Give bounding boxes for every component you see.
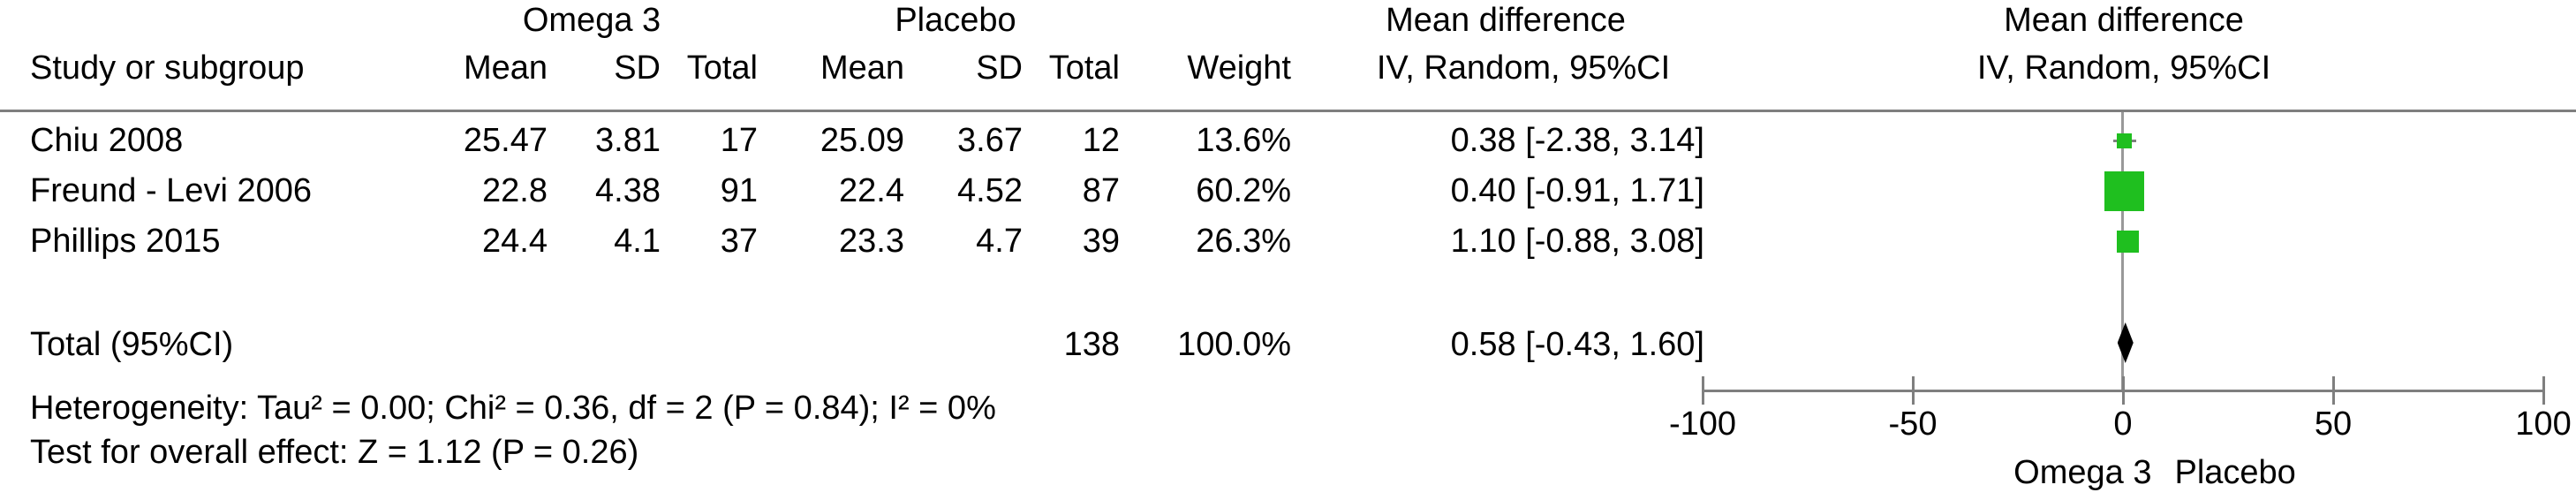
placebo-group-header: Placebo [895, 2, 1016, 39]
pooled-effect-diamond [2117, 322, 2134, 363]
study-weight-square [2117, 133, 2133, 148]
col-sd-omega3: SD [614, 49, 661, 87]
total-omega3: 91 [720, 172, 758, 209]
mean-omega3: 25.47 [463, 122, 548, 159]
sd-placebo: 4.7 [976, 223, 1023, 260]
weight-value: 60.2% [1196, 172, 1291, 209]
total-label: Total (95%CI) [30, 326, 234, 363]
col-total-placebo: Total [1048, 49, 1120, 87]
sd-omega3: 3.81 [595, 122, 661, 159]
sd-placebo: 4.52 [957, 172, 1023, 209]
weight-value: 26.3% [1196, 223, 1291, 260]
ci-value: 0.40 [-0.91, 1.71] [1450, 172, 1704, 209]
mean-difference-header: Mean difference [1386, 2, 1626, 39]
col-mean-placebo: Mean [820, 49, 904, 87]
col-iv-random-ci: IV, Random, 95%CI [1376, 49, 1671, 87]
axis-tick-label: -50 [1888, 405, 1938, 443]
heterogeneity-text: Heterogeneity: Tau² = 0.00; Chi² = 0.36,… [30, 390, 996, 427]
ci-value: 0.38 [-2.38, 3.14] [1450, 122, 1704, 159]
total-omega3: 17 [720, 122, 758, 159]
axis-tick [1911, 376, 1915, 405]
weight-value: 13.6% [1196, 122, 1291, 159]
favours-right-label: Placebo [2174, 454, 2296, 491]
sd-omega3: 4.38 [595, 172, 661, 209]
mean-placebo: 25.09 [820, 122, 904, 159]
favours-labels: Omega 3 Placebo [1983, 454, 2327, 492]
mean-placebo: 22.4 [839, 172, 904, 209]
axis-tick [2331, 376, 2335, 405]
study-row-freund-levi: Freund - Levi 2006 22.8 4.38 91 22.4 4.5… [0, 172, 2576, 209]
col-sd-placebo: SD [976, 49, 1023, 87]
total-placebo: 39 [1082, 223, 1120, 260]
favours-left-label: Omega 3 [2013, 454, 2152, 491]
mean-omega3: 22.8 [482, 172, 548, 209]
total-omega3: 37 [720, 223, 758, 260]
group-header-row: Omega 3 Placebo Mean difference Mean dif… [0, 2, 2576, 39]
plot-iv-random-ci: IV, Random, 95%CI [1976, 49, 2271, 87]
study-label: Freund - Levi 2006 [30, 172, 312, 209]
axis-tick-label: -100 [1668, 405, 1737, 443]
column-header-row: Study or subgroup Mean SD Total Mean SD … [0, 49, 2576, 87]
col-study: Study or subgroup [30, 49, 305, 87]
study-row-chiu: Chiu 2008 25.47 3.81 17 25.09 3.67 12 13… [0, 122, 2576, 159]
col-mean-omega3: Mean [463, 49, 548, 87]
mean-placebo: 23.3 [839, 223, 904, 260]
axis-tick-label: 0 [2113, 405, 2133, 443]
total-weight: 100.0% [1177, 326, 1291, 363]
axis-tick [2121, 376, 2125, 405]
axis-tick-label: 100 [2515, 405, 2572, 443]
mean-omega3: 24.4 [482, 223, 548, 260]
col-weight: Weight [1187, 49, 1291, 87]
sd-omega3: 4.1 [614, 223, 661, 260]
study-weight-square [2116, 230, 2139, 253]
total-ci: 0.58 [-0.43, 1.60] [1450, 326, 1704, 363]
axis-tick-label: 50 [2314, 405, 2353, 443]
heterogeneity-row: Heterogeneity: Tau² = 0.00; Chi² = 0.36,… [0, 390, 2576, 427]
sd-placebo: 3.67 [957, 122, 1023, 159]
study-label: Chiu 2008 [30, 122, 184, 159]
total-n: 138 [1063, 326, 1120, 363]
overall-effect-row: Test for overall effect: Z = 1.12 (P = 0… [0, 434, 2576, 471]
total-placebo: 87 [1082, 172, 1120, 209]
header-divider [0, 110, 2576, 112]
total-placebo: 12 [1082, 122, 1120, 159]
omega3-group-header: Omega 3 [522, 2, 661, 39]
col-total-omega3: Total [686, 49, 758, 87]
axis-tick [1701, 376, 1704, 405]
overall-effect-text: Test for overall effect: Z = 1.12 (P = 0… [30, 434, 639, 471]
study-label: Phillips 2015 [30, 223, 221, 260]
plot-mean-difference-header: Mean difference [2004, 2, 2244, 39]
ci-value: 1.10 [-0.88, 3.08] [1450, 223, 1704, 260]
axis-tick [2542, 376, 2545, 405]
study-row-phillips: Phillips 2015 24.4 4.1 37 23.3 4.7 39 26… [0, 223, 2576, 260]
study-weight-square [2104, 170, 2145, 211]
total-row: Total (95%CI) 138 100.0% 0.58 [-0.43, 1.… [0, 326, 2576, 363]
